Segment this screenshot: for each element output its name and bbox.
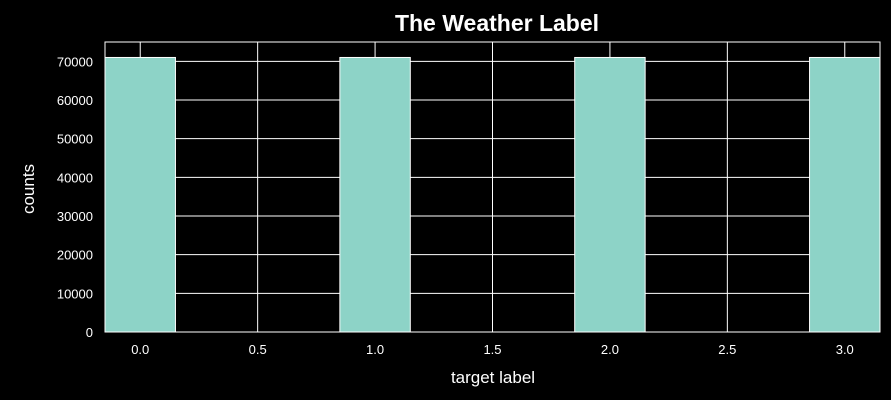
bar-3 <box>809 56 881 333</box>
x-tick-label-2: 1.0 <box>366 342 384 357</box>
bar-2 <box>574 56 646 333</box>
y-axis-label: counts <box>19 164 38 214</box>
y-tick-label-3: 30000 <box>57 209 93 224</box>
y-tick-label-2: 20000 <box>57 248 93 263</box>
x-axis-label: target label <box>451 368 535 387</box>
y-tick-label-0: 0 <box>86 325 93 340</box>
y-tick-label-1: 10000 <box>57 286 93 301</box>
bar-0 <box>104 56 176 333</box>
x-tick-label-6: 3.0 <box>836 342 854 357</box>
x-tick-label-1: 0.5 <box>249 342 267 357</box>
x-tick-label-5: 2.5 <box>718 342 736 357</box>
y-tick-label-4: 40000 <box>57 170 93 185</box>
y-tick-label-7: 70000 <box>57 54 93 69</box>
chart-title: The Weather Label <box>395 10 599 36</box>
x-tick-label-3: 1.5 <box>483 342 501 357</box>
axes-frame <box>104 41 881 333</box>
x-tick-label-4: 2.0 <box>601 342 619 357</box>
y-tick-label-6: 60000 <box>57 93 93 108</box>
y-tick-label-5: 50000 <box>57 132 93 147</box>
bar-1 <box>339 56 411 333</box>
x-tick-label-0: 0.0 <box>131 342 149 357</box>
plot-area: 0.0 0.5 1.0 1.5 2.0 2.5 3.0 0 10000 20000 30000 400… <box>57 41 881 357</box>
